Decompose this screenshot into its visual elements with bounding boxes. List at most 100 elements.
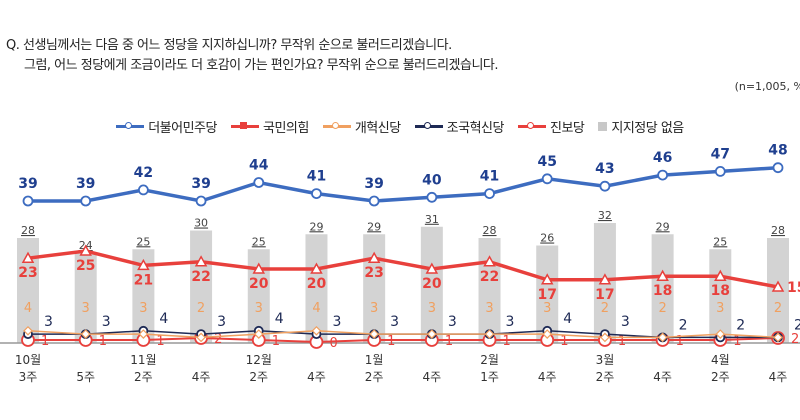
x-tick-week: 2주 [711, 370, 730, 384]
point-marker [195, 195, 207, 207]
bar-no-party [478, 238, 501, 343]
data-label: 17 [537, 287, 556, 303]
bar-label: 30 [194, 217, 208, 230]
point-marker [484, 329, 495, 339]
bar-no-party [363, 234, 386, 343]
data-label: 39 [18, 176, 37, 192]
data-label: 3 [44, 314, 53, 330]
data-label: 4 [275, 311, 284, 327]
data-label: 1 [99, 334, 107, 349]
sample-note: (n=1,005, % [734, 80, 800, 93]
legend-item: 지지정당 없음 [598, 117, 684, 136]
x-tick-week: 2주 [249, 370, 268, 384]
data-label: 1 [445, 334, 453, 349]
data-label: 3 [217, 314, 226, 330]
data-label: 21 [134, 272, 153, 288]
point-marker [253, 177, 265, 188]
point-marker [599, 180, 611, 192]
question-line-2: 그럼, 어느 정당에게 조금이라도 더 호감이 가는 편인가요? 무작위 순으로… [24, 58, 499, 73]
data-label: 4 [563, 311, 572, 327]
point-marker [367, 251, 381, 263]
point-marker [311, 325, 322, 336]
point-marker [79, 244, 92, 256]
bar-no-party [651, 234, 674, 343]
legend-swatch-line [116, 122, 145, 129]
data-label: 1 [156, 334, 164, 349]
x-tick-week: 2주 [134, 370, 153, 384]
data-label: 42 [134, 165, 153, 181]
legend-swatch-line [230, 122, 259, 129]
x-tick-week: 4주 [653, 370, 672, 384]
data-label: 4 [159, 311, 168, 327]
x-tick-week: 2주 [365, 370, 384, 384]
point-marker [253, 329, 264, 339]
data-label: 2 [736, 317, 745, 333]
data-label: 3 [370, 301, 378, 316]
data-label: 2 [794, 317, 800, 333]
legend-label: 국민의힘 [262, 121, 309, 136]
x-tick-week: 3주 [19, 370, 38, 384]
point-marker [542, 329, 553, 339]
bar-label: 26 [540, 232, 554, 245]
point-marker [22, 195, 34, 207]
point-marker [771, 280, 785, 292]
data-label: 39 [191, 176, 210, 192]
x-tick-month: 10월 [15, 353, 41, 367]
data-label: 43 [595, 161, 614, 177]
point-marker [137, 258, 150, 271]
bar-no-party [17, 238, 39, 343]
point-marker [369, 329, 380, 339]
data-label: 3 [506, 314, 515, 330]
data-label: 45 [537, 154, 556, 170]
data-label: 2 [658, 301, 666, 316]
data-label: 4 [24, 301, 32, 316]
data-label: 18 [711, 283, 730, 299]
point-marker [657, 169, 669, 181]
bar-no-party [709, 249, 732, 343]
data-label: 1 [503, 334, 511, 349]
x-tick-month: 12월 [246, 353, 272, 367]
point-marker [137, 184, 149, 196]
point-marker [425, 262, 439, 274]
x-tick-week: 4주 [307, 370, 326, 384]
data-label: 25 [76, 258, 95, 274]
data-label: 2 [601, 301, 609, 316]
point-marker [484, 188, 495, 200]
legend-swatch-line [517, 122, 546, 129]
data-label: 3 [255, 301, 263, 316]
x-tick-month: 1월 [365, 353, 384, 367]
legend-item: 조국혁신당 [414, 117, 504, 136]
point-marker [368, 195, 380, 207]
data-label: 3 [102, 314, 111, 330]
x-tick-week: 4주 [769, 370, 788, 384]
bar-label: 28 [483, 224, 497, 237]
x-tick-week: 4주 [538, 370, 557, 384]
bar-label: 25 [252, 235, 266, 248]
data-label: 3 [543, 301, 551, 316]
data-label: 18 [653, 283, 672, 299]
data-label: 3 [82, 301, 90, 316]
data-label: 2 [214, 332, 222, 347]
data-label: 3 [621, 314, 630, 330]
data-label: 1 [676, 334, 684, 349]
bar-label: 25 [136, 235, 150, 248]
point-marker [310, 262, 323, 274]
series-line [27, 330, 779, 339]
point-marker [540, 273, 554, 285]
legend-label: 진보당 [549, 121, 585, 136]
point-marker [311, 188, 322, 200]
point-marker [714, 269, 727, 281]
data-label: 20 [307, 276, 327, 292]
legend-item: 개혁신당 [322, 117, 401, 136]
data-label: 3 [448, 314, 457, 330]
data-label: 1 [560, 334, 568, 349]
bar-no-party [132, 249, 155, 343]
data-label: 1 [387, 334, 395, 349]
data-label: 22 [191, 269, 210, 285]
point-marker [196, 332, 206, 343]
data-label: 3 [332, 314, 341, 330]
point-marker [773, 332, 783, 343]
bar-no-party [190, 230, 213, 343]
